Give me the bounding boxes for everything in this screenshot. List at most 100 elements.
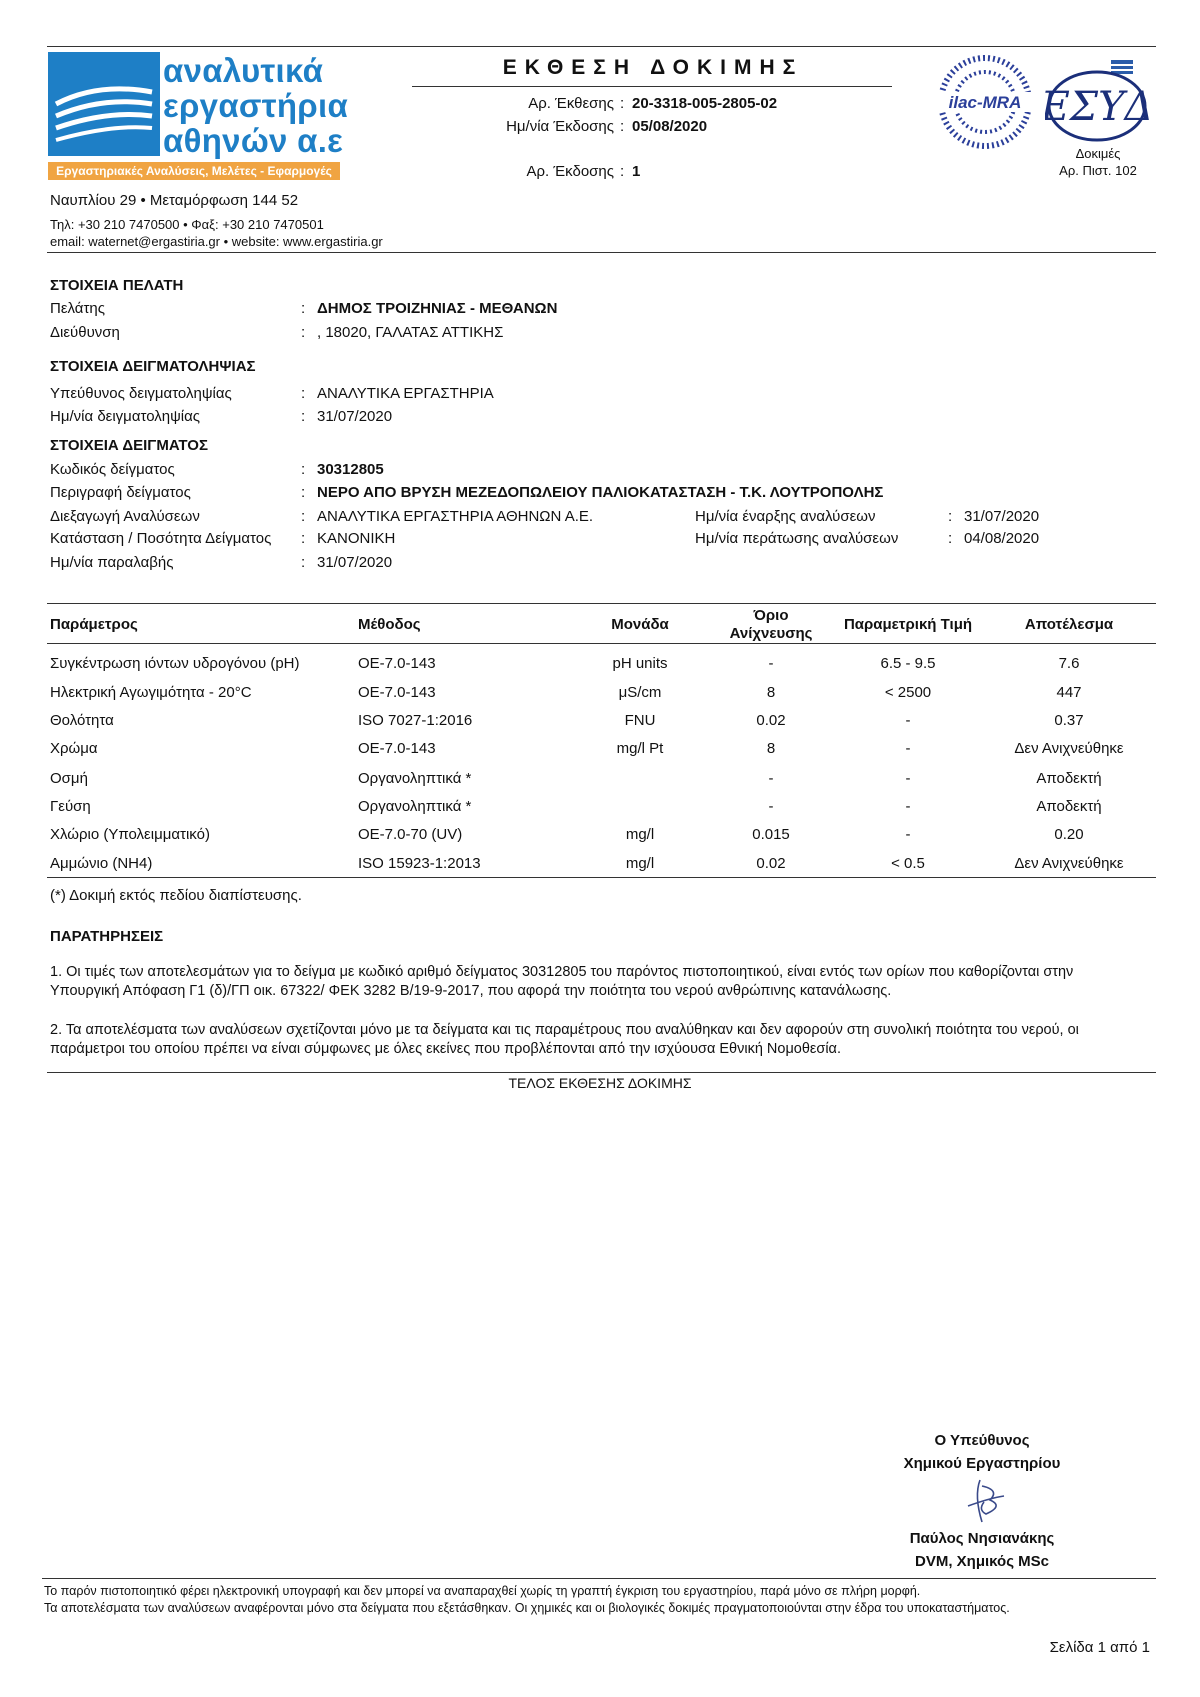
- column-header: Αποτέλεσμα: [1024, 616, 1114, 633]
- table-cell: -: [905, 740, 911, 757]
- table-cell: < 2500: [884, 684, 932, 701]
- field-label: Κατάσταση / Ποσότητα Δείγματος: [50, 530, 272, 547]
- field-label: Υπεύθυνος δειγματοληψίας: [50, 385, 232, 402]
- table-cell: OE-7.0-143: [358, 655, 436, 672]
- signature-role: Ο Υπεύθυνος: [934, 1432, 1030, 1449]
- table-cell: mg/l: [625, 826, 655, 843]
- field-label: Διεύθυνση: [50, 324, 120, 341]
- section-title: ΣΤΟΙΧΕΙΑ ΠΕΛΑΤΗ: [50, 277, 184, 294]
- field-value: 31/07/2020: [317, 554, 393, 571]
- rule: [47, 877, 1156, 878]
- logo-text: εργαστήρια: [163, 87, 349, 124]
- table-cell: FNU: [624, 712, 656, 729]
- field-label: Αρ. Έκθεσης: [528, 95, 614, 112]
- table-cell: -: [905, 826, 911, 843]
- separator: :: [620, 118, 625, 135]
- column-header: Μονάδα: [611, 616, 669, 633]
- table-cell: ISO 7027-1:2016: [358, 712, 473, 729]
- table-cell: Δεν Ανιχνεύθηκε: [1014, 855, 1124, 872]
- table-cell: Αμμώνιο (NH4): [50, 855, 153, 872]
- separator: :: [301, 508, 306, 525]
- page-number: Σελίδα 1 από 1: [1049, 1639, 1150, 1656]
- signature-name: Παύλος Νησιανάκης: [909, 1530, 1055, 1547]
- table-cell: Χρώμα: [50, 740, 98, 757]
- field-label: Κωδικός δείγματος: [50, 461, 175, 478]
- accreditation-number: Αρ. Πιστ. 102: [1059, 163, 1137, 178]
- signature: [967, 1479, 1005, 1523]
- field-value: ΑΝΑΛΥΤΙΚΑ ΕΡΓΑΣΤΗΡΙΑ ΑΘΗΝΩΝ Α.Ε.: [317, 508, 594, 525]
- table-cell: Οσμή: [50, 770, 88, 787]
- table-cell: Αποδεκτή: [1036, 770, 1102, 787]
- field-value: 31/07/2020: [317, 408, 393, 425]
- separator: :: [620, 163, 625, 180]
- table-cell: 8: [766, 684, 776, 701]
- rule: [47, 643, 1156, 644]
- remark: 2. Τα αποτελέσματα των αναλύσεων σχετίζο…: [50, 1022, 1079, 1057]
- table-cell: Θολότητα: [50, 712, 114, 729]
- table-cell: mg/l Pt: [616, 740, 664, 757]
- table-cell: 7.6: [1058, 655, 1080, 672]
- table-cell: 8: [766, 740, 776, 757]
- separator: :: [301, 385, 306, 402]
- contact: email: waternet@ergastiria.gr • website:…: [50, 234, 383, 249]
- field-value: ΔΗΜΟΣ ΤΡΟΙΖΗΝΙΑΣ - ΜΕΘΑΝΩΝ: [317, 300, 558, 317]
- field-value: ΝΕΡΟ ΑΠΟ ΒΡΥΣΗ ΜΕΖΕΔΟΠΩΛΕΙΟΥ ΠΑΛΙΟΚΑΤΑΣΤ…: [317, 484, 884, 501]
- footnote: (*) Δοκιμή εκτός πεδίου διαπίστευσης.: [50, 887, 302, 904]
- table-cell: OE-7.0-143: [358, 684, 436, 701]
- field-value: , 18020, ΓΑΛΑΤΑΣ ΑΤΤΙΚΗΣ: [317, 324, 504, 341]
- table-cell: mg/l: [625, 855, 655, 872]
- tagline: Εργαστηριακές Αναλύσεις, Μελέτες - Εφαρμ…: [48, 162, 340, 180]
- column-header: Όριο Ανίχνευσης: [729, 607, 813, 642]
- separator: :: [301, 484, 306, 501]
- field-value: ΚΑΝΟΝΙΚΗ: [317, 530, 396, 547]
- table-cell: < 0.5: [891, 855, 925, 872]
- table-cell: -: [905, 798, 911, 815]
- esyd-logo: ΕΣΥΔ: [1045, 60, 1151, 142]
- logo-text: αθηνών α.ε: [163, 122, 344, 159]
- table-cell: 0.02: [756, 855, 786, 872]
- field-label: Ημ/νία δειγματοληψίας: [50, 408, 201, 425]
- rule: [47, 252, 1156, 253]
- section-title: ΣΤΟΙΧΕΙΑ ΔΕΙΓΜΑΤΟΛΗΨΙΑΣ: [50, 358, 256, 375]
- footer-note: Τα αποτελέσματα των αναλύσεων αναφέροντα…: [44, 1601, 1010, 1615]
- rule: [42, 1578, 1156, 1579]
- separator: :: [948, 508, 953, 525]
- table-cell: 0.20: [1054, 826, 1084, 843]
- column-header: Παράμετρος: [50, 616, 138, 633]
- table-cell: μS/cm: [618, 684, 662, 701]
- field-value: 04/08/2020: [964, 530, 1040, 547]
- section-title: ΣΤΟΙΧΕΙΑ ΔΕΙΓΜΑΤΟΣ: [50, 437, 208, 454]
- field-value: 1: [632, 163, 641, 180]
- separator: :: [301, 530, 306, 547]
- remark: 1. Οι τιμές των αποτελεσμάτων για το δεί…: [50, 964, 1074, 999]
- report-title: ΕΚΘΕΣΗ ΔΟΚΙΜΗΣ: [502, 56, 804, 79]
- field-label: Ημ/νία Έκδοσης: [506, 118, 614, 135]
- table-cell: Χλώριο (Υπολειμματικό): [50, 826, 210, 843]
- contact: Τηλ: +30 210 7470500 • Φαξ: +30 210 7470…: [50, 217, 324, 232]
- separator: :: [301, 300, 306, 317]
- rule: [47, 603, 1156, 604]
- field-label: Ημ/νία έναρξης αναλύσεων: [695, 508, 876, 525]
- esyd-text: ΕΣΥΔ: [1045, 84, 1151, 130]
- table-cell: Γεύση: [50, 798, 91, 815]
- field-value: 31/07/2020: [964, 508, 1040, 525]
- table-cell: 6.5 - 9.5: [880, 655, 936, 672]
- table-cell: 0.02: [756, 712, 786, 729]
- table-cell: Ηλεκτρική Αγωγιμότητα - 20°C: [50, 684, 252, 701]
- table-cell: Αποδεκτή: [1036, 798, 1102, 815]
- field-label: Ημ/νία περάτωσης αναλύσεων: [695, 530, 899, 547]
- table-cell: ISO 15923-1:2013: [358, 855, 481, 872]
- table-cell: Οργανοληπτικά *: [358, 798, 472, 815]
- field-value: 05/08/2020: [632, 118, 708, 135]
- remarks-title: ΠΑΡΑΤΗΡΗΣΕΙΣ: [50, 928, 164, 945]
- table-cell: -: [905, 770, 911, 787]
- ilac-text: ilac-MRA: [949, 93, 1022, 112]
- table-cell: -: [768, 798, 774, 815]
- field-value: 20-3318-005-2805-02: [632, 95, 778, 112]
- address: Ναυπλίου 29 • Μεταμόρφωση 144 52: [50, 192, 299, 209]
- accreditation-scope: Δοκιμές: [1075, 146, 1121, 161]
- field-label: Ημ/νία παραλαβής: [50, 554, 174, 571]
- logo-text: αναλυτικά: [163, 52, 324, 89]
